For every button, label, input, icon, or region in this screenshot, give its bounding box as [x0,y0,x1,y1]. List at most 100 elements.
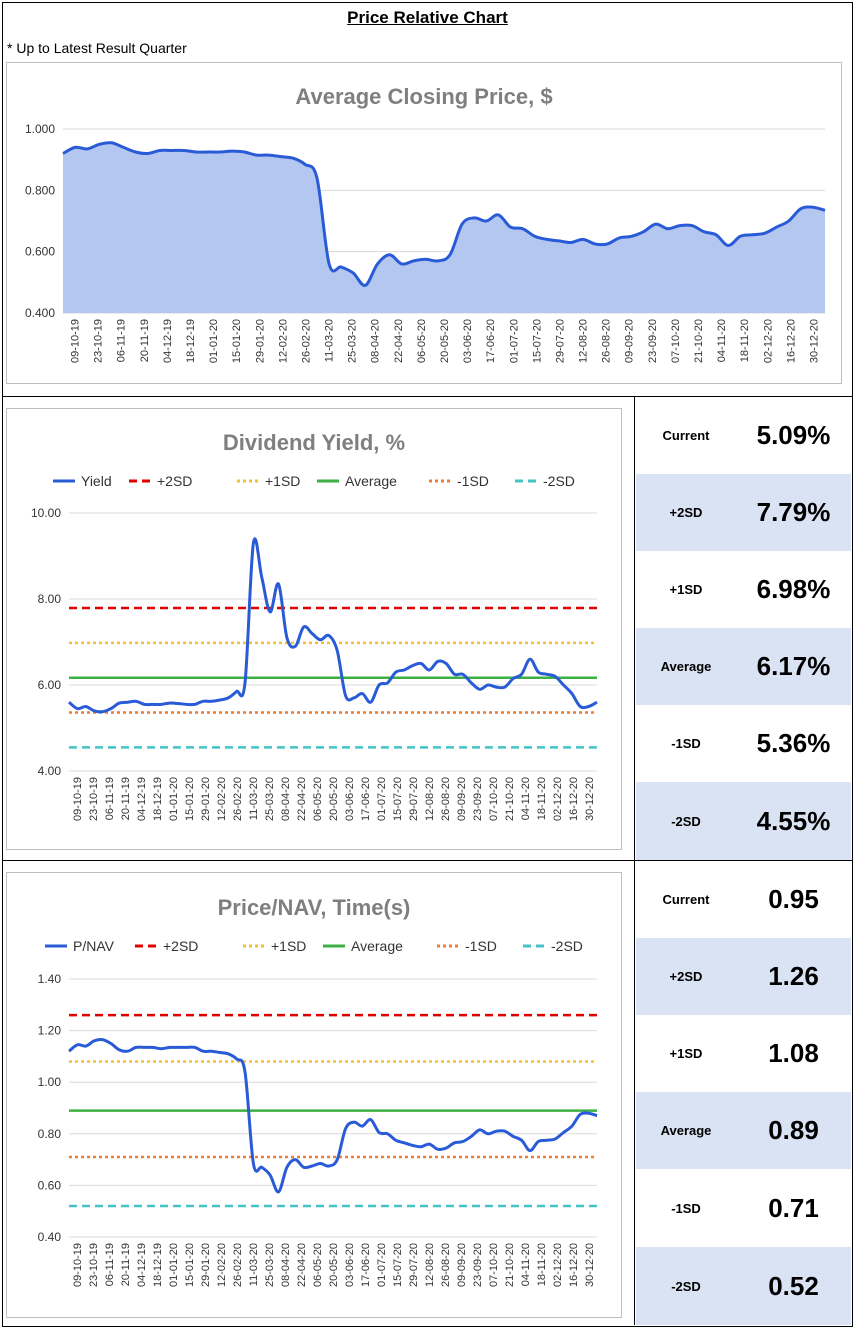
x-tick-label: 17-06-20 [485,319,497,363]
x-tick-label: 29-07-20 [408,777,420,821]
y-tick-label: 1.20 [38,1024,62,1038]
y-tick-label: 0.40 [38,1230,62,1244]
x-tick-label: 26-08-20 [440,1243,452,1287]
x-tick-label: 15-07-20 [392,1243,404,1287]
x-tick-label: 07-10-20 [670,319,682,363]
x-tick-label: 30-12-20 [584,777,596,821]
x-tick-label: 03-06-20 [344,1243,356,1287]
separator-1 [2,396,853,397]
chart-title: Price/NAV, Time(s) [218,895,411,920]
y-tick-label: 8.00 [38,592,62,606]
y-tick-label: 10.00 [31,506,61,520]
stat-label: Current [662,428,710,443]
separator-2 [2,860,853,861]
x-tick-label: 20-05-20 [328,777,340,821]
x-tick-label: 23-09-20 [472,1243,484,1287]
x-tick-label: 18-12-19 [152,777,164,821]
x-tick-label: 23-10-19 [93,319,105,363]
x-tick-label: 21-10-20 [693,319,705,363]
x-tick-label: 09-10-19 [72,1243,84,1287]
x-tick-label: 18-12-19 [152,1243,164,1287]
x-tick-label: 21-10-20 [504,777,516,821]
page-title: Price Relative Chart [347,8,508,27]
legend-label: Average [351,938,403,954]
x-tick-label: 12-02-20 [216,1243,228,1287]
x-tick-label: 11-03-20 [324,319,336,362]
stat-label: Average [660,659,712,674]
legend-label: +1SD [265,473,300,489]
x-tick-label: 03-06-20 [462,319,474,363]
x-tick-label: 26-02-20 [232,777,244,821]
x-tick-label: 25-03-20 [264,777,276,821]
price-chart-box: Average Closing Price, $ 0.400 0.600 0.800 1… [6,62,842,384]
stat-value: 5.09% [756,420,831,450]
x-tick-label: 21-10-20 [504,1243,516,1287]
x-tick-label: 12-08-20 [578,319,590,363]
x-tick-label: 26-08-20 [440,777,452,821]
x-tick-label: 08-04-20 [280,777,292,821]
yield-stat-row-current: Current 5.09% [636,397,851,474]
pnav-stat-row-plus1sd: +1SD 1.08 [636,1015,851,1092]
pnav-stats-table: Current 0.95 +2SD 1.26 +1SD 1.08 Average… [636,861,851,1325]
legend-label: Average [345,473,397,489]
x-tick-label: 20-05-20 [439,319,451,363]
area-fill [63,142,825,313]
legend-label: -2SD [551,938,583,954]
x-tick-label: 01-01-20 [168,777,180,821]
pnav-stat-row-minus1sd: -1SD 0.71 [636,1169,851,1247]
x-tick-label: 01-01-20 [208,319,220,363]
x-tick-label: 29-07-20 [555,319,567,363]
legend-label: +1SD [271,938,306,954]
price-chart: Average Closing Price, $ 0.400 0.600 0.800 1… [25,84,826,363]
series-line [68,1037,598,1194]
x-tick-label: 09-09-20 [456,1243,468,1287]
x-tick-label: 20-11-19 [120,777,132,820]
yield-stat-row-plus1sd: +1SD 6.98% [636,551,851,628]
x-tick-label: 03-06-20 [344,777,356,821]
x-tick-label: 06-11-19 [116,319,128,362]
x-tick-label: 12-08-20 [424,777,436,821]
x-tick-label: 17-06-20 [360,1243,372,1287]
yield-chart-box: Dividend Yield, % 4.00 6.00 8.00 10.00 09-10-… [6,408,622,850]
x-tick-label: 12-08-20 [424,1243,436,1287]
x-tick-label: 01-07-20 [376,777,388,821]
pnav-chart-box: Price/NAV, Time(s) 0.40 0.60 0.80 1.00 1.20 1.… [6,872,622,1318]
x-tick-label: 06-11-19 [104,1243,116,1286]
legend-label: Yield [81,473,112,489]
x-tick-label: 09-09-20 [624,319,636,363]
x-tick-label: 06-05-20 [312,777,324,821]
x-tick-label: 04-11-20 [520,1243,532,1286]
pnav-stat-row-minus2sd: -2SD 0.52 [636,1247,851,1325]
x-tick-label: 15-07-20 [531,319,543,363]
x-tick-label: 18-11-20 [536,1243,548,1286]
stat-label: -1SD [671,1200,701,1216]
x-tick-label: 26-02-20 [301,319,313,363]
footnote: * Up to Latest Result Quarter [7,40,187,56]
stat-value: 0.95 [768,884,819,914]
stat-label: +1SD [669,1046,703,1061]
stat-label: Current [662,892,710,907]
pnav-stat-row-plus2sd: +2SD 1.26 [636,938,851,1015]
y-tick-label: 1.40 [38,972,62,986]
x-tick-label: 25-03-20 [264,1243,276,1287]
x-tick-label: 01-01-20 [168,1243,180,1287]
x-tick-label: 02-12-20 [552,777,564,821]
x-tick-label: 25-03-20 [347,319,359,363]
x-tick-label: 01-07-20 [376,1243,388,1287]
y-tick-label: 0.60 [38,1178,62,1192]
x-tick-label: 11-03-20 [248,1243,260,1286]
yield-stat-row-minus2sd: -2SD 4.55% [636,782,851,860]
stat-value: 1.08 [768,1038,819,1068]
stat-label: -2SD [671,813,701,829]
column-divider [634,396,635,1325]
stat-label: -2SD [671,1278,701,1294]
y-tick-label: 6.00 [38,678,62,692]
x-tick-label: 26-08-20 [601,319,613,363]
stat-value: 7.79% [756,497,831,527]
x-tick-label: 20-05-20 [328,1243,340,1287]
x-tick-label: 01-07-20 [508,319,520,363]
stat-value: 1.26 [768,961,819,991]
x-tick-label: 29-07-20 [408,1243,420,1287]
x-tick-label: 04-11-20 [716,319,728,362]
